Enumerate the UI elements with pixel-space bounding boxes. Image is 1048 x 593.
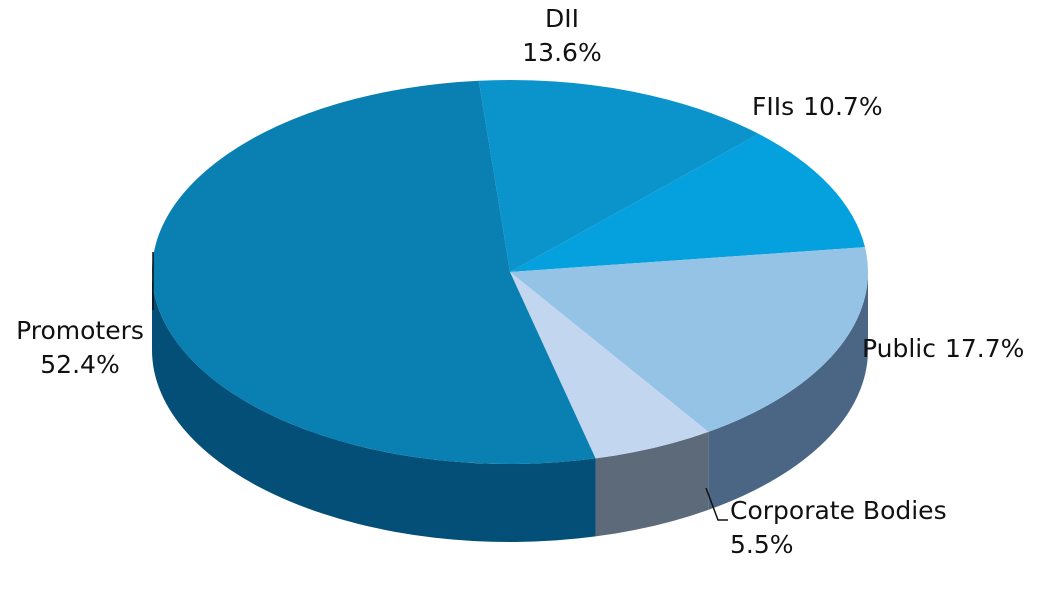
slice-label: DII 13.6% bbox=[522, 4, 601, 67]
pie-slice bbox=[510, 272, 709, 459]
slice-category: DII bbox=[545, 4, 579, 33]
slice-category: Corporate Bodies bbox=[730, 496, 947, 525]
slice-category: FIIs bbox=[752, 92, 794, 121]
slice-label: Corporate Bodies 5.5% bbox=[730, 496, 947, 559]
pie-side bbox=[152, 272, 596, 542]
slice-value: 5.5% bbox=[730, 530, 794, 559]
slice-value: 10.7% bbox=[803, 92, 882, 121]
pie bbox=[152, 80, 868, 542]
slice-category: Promoters bbox=[16, 316, 144, 345]
slice-category: Public bbox=[862, 334, 936, 363]
slice-value: 13.6% bbox=[522, 38, 601, 67]
pie-slice bbox=[510, 247, 868, 432]
pie-slice bbox=[510, 133, 865, 272]
slice-label: Promoters 52.4% bbox=[16, 316, 144, 379]
pie-side bbox=[595, 431, 709, 537]
leader-line bbox=[705, 487, 728, 521]
slice-value: 52.4% bbox=[40, 350, 119, 379]
pie-slice bbox=[152, 80, 596, 464]
slice-label: Public 17.7% bbox=[862, 334, 1024, 363]
pie-side bbox=[708, 272, 868, 510]
pie-slice bbox=[478, 80, 759, 272]
labels: DII 13.6% FIIs 10.7% Public 17.7% Corporate Bo… bbox=[16, 4, 1024, 559]
slice-label: FIIs 10.7% bbox=[752, 92, 883, 121]
slice-value: 17.7% bbox=[945, 334, 1024, 363]
